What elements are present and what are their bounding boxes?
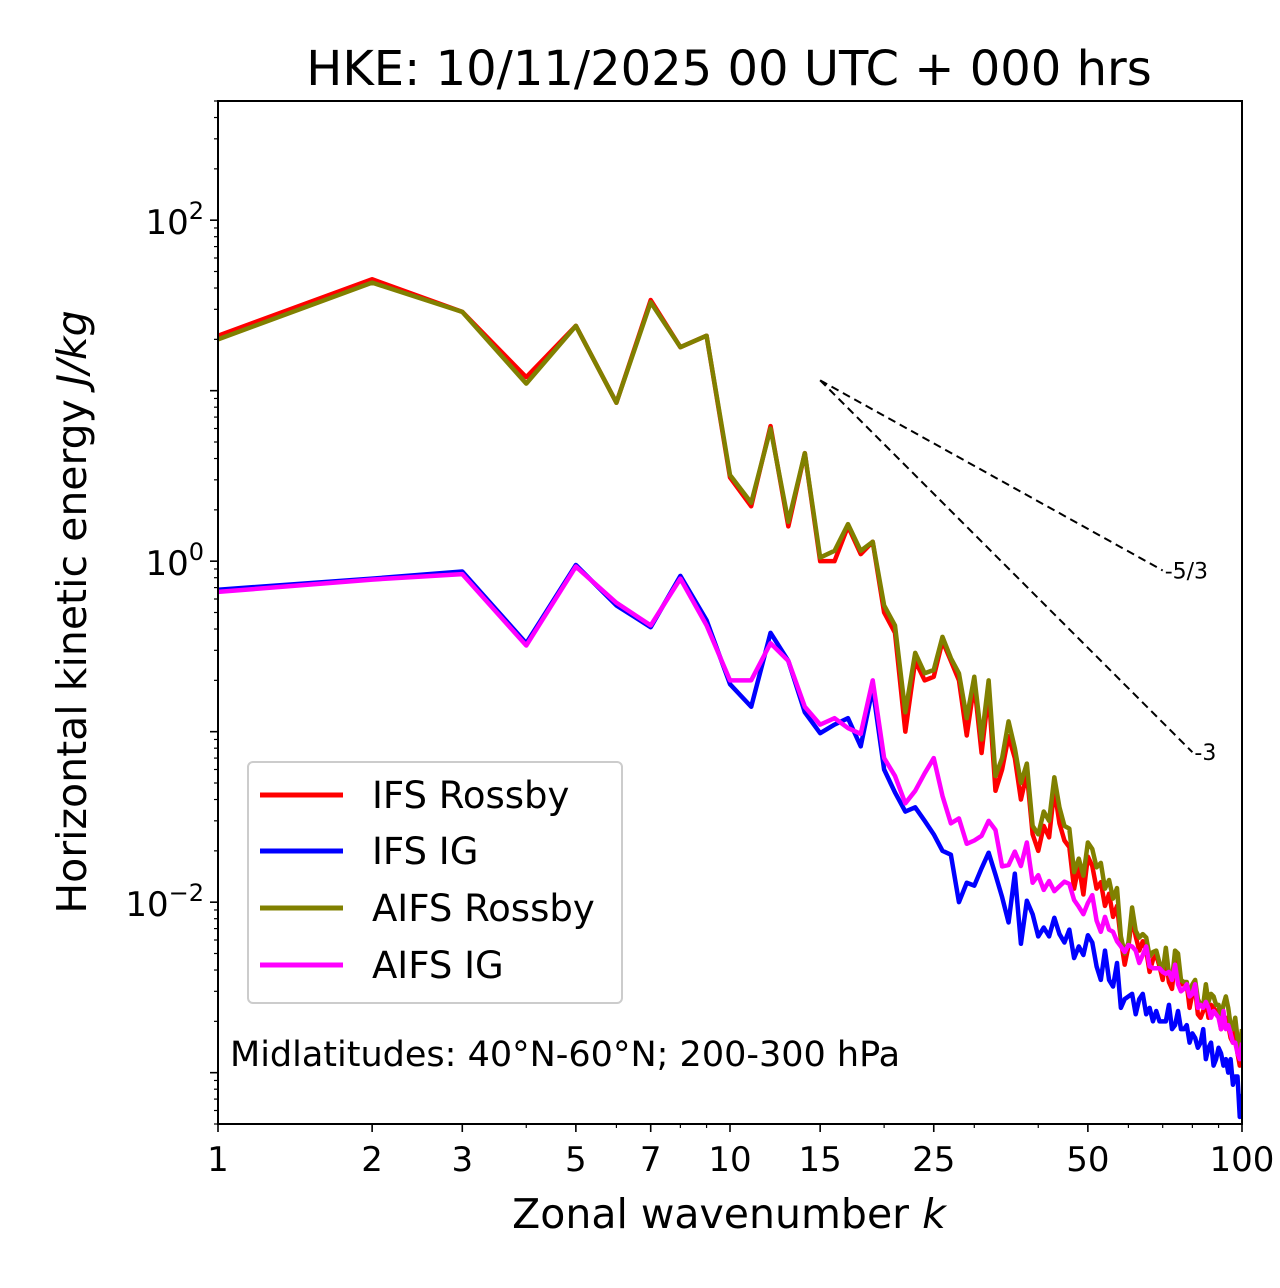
slope-label-minus-5-3: -5/3 (1165, 559, 1208, 584)
y-tick-exponent: 0 (189, 538, 204, 566)
legend-label: AIFS IG (372, 944, 504, 987)
x-tick-label: 100 (1210, 1140, 1275, 1180)
x-tick-label: 1 (207, 1140, 229, 1180)
x-tick-label: 7 (640, 1140, 662, 1180)
y-tick-label: 100 (145, 538, 204, 584)
y-tick-label: 10−2 (125, 879, 204, 925)
chart-title: HKE: 10/11/2025 00 UTC + 000 hrs (306, 41, 1152, 97)
x-tick-label: 50 (1066, 1140, 1109, 1180)
series-line-aifs-ig (218, 564, 1242, 1062)
legend-box (247, 761, 623, 1004)
x-tick-label: 10 (708, 1140, 751, 1180)
y-tick-base: 10 (145, 544, 188, 584)
region-annotation: Midlatitudes: 40°N-60°N; 200-300 hPa (230, 1035, 900, 1075)
x-tick-label: 25 (912, 1140, 955, 1180)
legend-label: IFS IG (372, 830, 478, 873)
x-axis-label-text: Zonal wavenumber (512, 1190, 922, 1238)
y-axis-label: Horizontal kinetic energy J/kg (48, 310, 96, 913)
y-tick-base: 10 (145, 203, 188, 243)
x-tick-label: 15 (799, 1140, 842, 1180)
legend-entry-ifs-ig: IFS IG (260, 830, 478, 873)
slope-label-minus-3: -3 (1194, 741, 1216, 766)
x-tick-label: 2 (361, 1140, 383, 1180)
y-axis: 102 100 10−2 (125, 100, 218, 1125)
y-tick-exponent: −2 (169, 879, 204, 907)
legend-label: IFS Rossby (372, 774, 569, 817)
legend: IFS Rossby IFS IG AIFS Rossby AIFS IG (247, 761, 623, 1004)
slope-line-minus-3 (819, 379, 1194, 753)
x-tick-label: 5 (565, 1140, 587, 1180)
x-axis: 1 2 3 5 7 10 15 25 50 100 (207, 1124, 1274, 1180)
slope-line-minus-5-3 (819, 379, 1164, 572)
x-tick-label: 3 (451, 1140, 473, 1180)
x-axis-label-variable: k (922, 1190, 948, 1238)
y-axis-label-text: Horizontal kinetic energy (48, 386, 96, 914)
y-tick-label: 102 (145, 197, 204, 243)
legend-entry-ifs-rossby: IFS Rossby (260, 774, 569, 817)
y-tick-exponent: 2 (189, 197, 204, 225)
y-tick-base: 10 (125, 885, 168, 925)
legend-label: AIFS Rossby (372, 887, 595, 930)
reference-lines: -5/3 -3 (819, 379, 1216, 766)
y-axis-label-unit: J/kg (48, 310, 96, 393)
legend-entry-aifs-rossby: AIFS Rossby (260, 887, 595, 930)
series-layer (218, 277, 1242, 1120)
legend-entry-aifs-ig: AIFS IG (260, 944, 504, 987)
x-axis-label: Zonal wavenumber k (512, 1190, 948, 1238)
